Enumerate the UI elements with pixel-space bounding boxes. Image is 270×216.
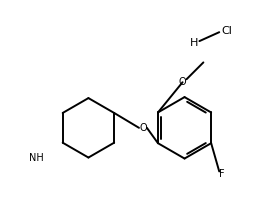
Text: Cl: Cl (222, 26, 232, 36)
Text: H: H (190, 38, 199, 48)
Text: F: F (220, 169, 225, 179)
Text: O: O (179, 77, 186, 87)
Text: NH: NH (29, 152, 43, 163)
Text: O: O (139, 123, 147, 133)
